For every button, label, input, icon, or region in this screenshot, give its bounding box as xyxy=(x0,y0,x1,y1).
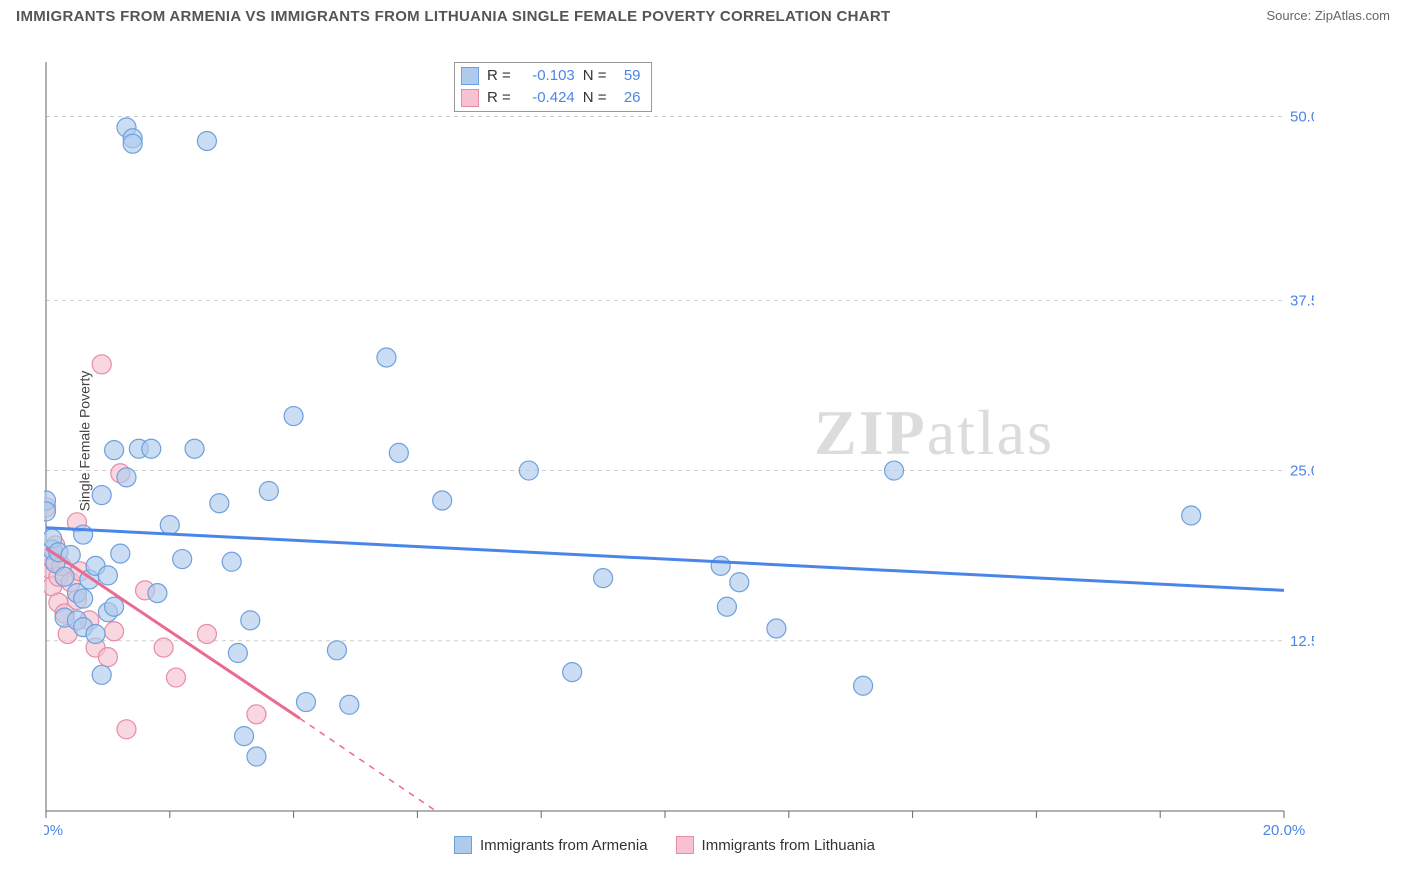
legend-row-armenia: R = -0.103 N = 59 xyxy=(461,65,641,87)
r-value: -0.103 xyxy=(519,65,575,87)
chart-title: IMMIGRANTS FROM ARMENIA VS IMMIGRANTS FR… xyxy=(16,8,891,25)
scatter-plot: 12.5%25.0%37.5%50.0%0.0%20.0% xyxy=(44,56,1314,826)
svg-text:50.0%: 50.0% xyxy=(1290,108,1314,125)
swatch-icon xyxy=(676,836,694,854)
svg-text:37.5%: 37.5% xyxy=(1290,292,1314,309)
n-value: 26 xyxy=(615,87,641,109)
r-label: R = xyxy=(487,65,511,87)
legend-item-armenia: Immigrants from Armenia xyxy=(454,836,648,854)
correlation-legend: R = -0.103 N = 59 R = -0.424 N = 26 xyxy=(454,62,652,112)
svg-text:12.5%: 12.5% xyxy=(1290,633,1314,650)
n-label: N = xyxy=(583,65,607,87)
swatch-icon xyxy=(461,67,479,85)
legend-row-lithuania: R = -0.424 N = 26 xyxy=(461,87,641,109)
n-value: 59 xyxy=(615,65,641,87)
series-legend: Immigrants from Armenia Immigrants from … xyxy=(454,836,875,854)
legend-label: Immigrants from Lithuania xyxy=(702,837,875,854)
r-label: R = xyxy=(487,87,511,109)
n-label: N = xyxy=(583,87,607,109)
svg-text:0.0%: 0.0% xyxy=(44,822,63,839)
swatch-icon xyxy=(454,836,472,854)
legend-item-lithuania: Immigrants from Lithuania xyxy=(676,836,875,854)
legend-label: Immigrants from Armenia xyxy=(480,837,648,854)
chart-container: Single Female Poverty ZIPatlas 12.5%25.0… xyxy=(44,56,1388,826)
svg-text:20.0%: 20.0% xyxy=(1263,822,1306,839)
r-value: -0.424 xyxy=(519,87,575,109)
source-label: Source: ZipAtlas.com xyxy=(1266,8,1390,23)
svg-text:25.0%: 25.0% xyxy=(1290,463,1314,480)
swatch-icon xyxy=(461,89,479,107)
